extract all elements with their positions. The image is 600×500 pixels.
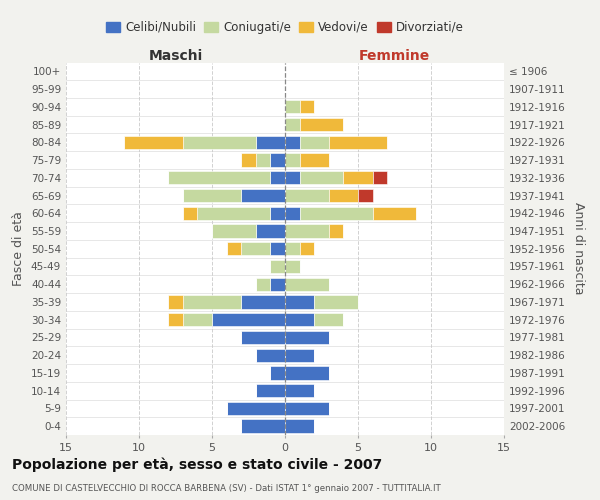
Bar — [197, 206, 271, 220]
Legend: Celibi/Nubili, Coniugati/e, Vedovi/e, Divorziati/e: Celibi/Nubili, Coniugati/e, Vedovi/e, Di… — [101, 16, 469, 38]
Bar — [314, 296, 358, 308]
Bar — [285, 189, 329, 202]
Bar — [285, 348, 314, 362]
Bar — [168, 313, 183, 326]
Bar — [299, 242, 314, 256]
Bar — [299, 206, 373, 220]
Bar — [285, 420, 314, 433]
Bar — [271, 366, 285, 380]
Bar — [241, 154, 256, 166]
Bar — [285, 100, 299, 114]
Bar — [373, 171, 387, 184]
Text: Maschi: Maschi — [148, 50, 203, 64]
Bar — [271, 206, 285, 220]
Bar — [256, 348, 285, 362]
Bar — [285, 313, 314, 326]
Bar — [168, 171, 271, 184]
Bar — [256, 278, 271, 291]
Text: COMUNE DI CASTELVECCHIO DI ROCCA BARBENA (SV) - Dati ISTAT 1° gennaio 2007 - TUT: COMUNE DI CASTELVECCHIO DI ROCCA BARBENA… — [12, 484, 441, 493]
Bar — [285, 260, 299, 273]
Bar — [241, 331, 285, 344]
Bar — [285, 118, 299, 131]
Bar — [241, 242, 271, 256]
Bar — [285, 242, 299, 256]
Bar — [285, 154, 299, 166]
Bar — [358, 189, 373, 202]
Bar — [212, 224, 256, 237]
Bar — [271, 154, 285, 166]
Y-axis label: Anni di nascita: Anni di nascita — [572, 202, 585, 295]
Bar — [299, 154, 329, 166]
Bar — [329, 189, 358, 202]
Bar — [285, 136, 299, 149]
Bar — [241, 420, 285, 433]
Bar — [183, 189, 241, 202]
Bar — [271, 278, 285, 291]
Bar — [241, 189, 285, 202]
Bar — [343, 171, 373, 184]
Bar — [212, 313, 285, 326]
Bar — [227, 402, 285, 415]
Bar — [285, 278, 329, 291]
Bar — [373, 206, 416, 220]
Bar — [256, 224, 285, 237]
Bar — [183, 206, 197, 220]
Bar — [314, 313, 343, 326]
Bar — [285, 366, 329, 380]
Bar — [271, 260, 285, 273]
Bar — [285, 296, 314, 308]
Bar — [329, 136, 387, 149]
Bar — [183, 296, 241, 308]
Bar — [271, 171, 285, 184]
Bar — [299, 118, 343, 131]
Bar — [285, 206, 299, 220]
Bar — [256, 384, 285, 398]
Bar — [299, 100, 314, 114]
Bar — [285, 402, 329, 415]
Bar — [241, 296, 285, 308]
Bar — [183, 313, 212, 326]
Bar — [285, 171, 299, 184]
Bar — [271, 242, 285, 256]
Text: Femmine: Femmine — [359, 50, 430, 64]
Bar — [285, 384, 314, 398]
Bar — [329, 224, 343, 237]
Bar — [256, 154, 271, 166]
Y-axis label: Fasce di età: Fasce di età — [13, 212, 25, 286]
Bar — [285, 331, 329, 344]
Bar — [299, 171, 343, 184]
Bar — [183, 136, 256, 149]
Bar — [285, 224, 329, 237]
Bar — [124, 136, 183, 149]
Bar — [299, 136, 329, 149]
Text: Popolazione per età, sesso e stato civile - 2007: Popolazione per età, sesso e stato civil… — [12, 458, 382, 472]
Bar — [227, 242, 241, 256]
Bar — [256, 136, 285, 149]
Bar — [168, 296, 183, 308]
